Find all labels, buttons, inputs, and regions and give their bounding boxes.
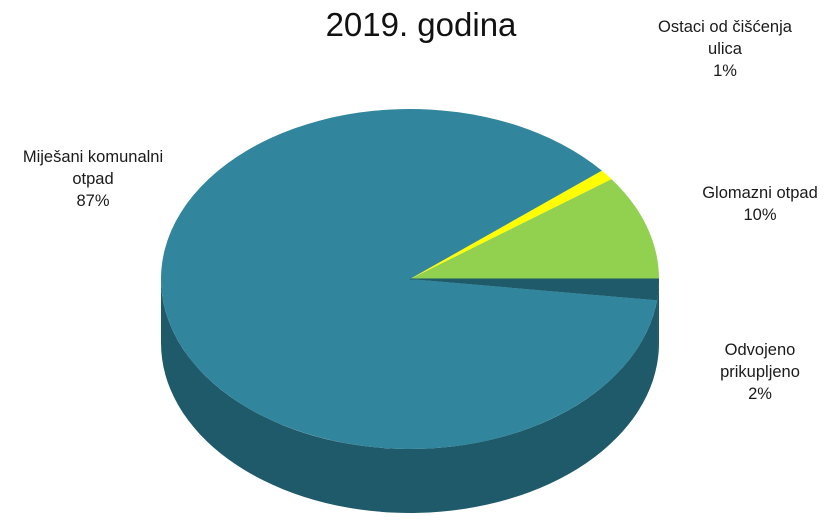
chart-title: 2019. godina — [326, 6, 517, 43]
pie-slice-3-shade — [410, 279, 659, 301]
pie-side — [160, 279, 659, 514]
slice-label-line: Glomazni otpad — [702, 184, 818, 202]
slice-label-3: Odvojeno prikupljeno 2% — [720, 341, 800, 403]
slice-label-line: Miješani komunalni — [23, 148, 163, 166]
slice-percent: 2% — [748, 385, 772, 403]
pie-labels: Miješani komunalni otpad 87% Ostaci od čišć… — [23, 18, 818, 403]
slice-label-1: Ostaci od čišćenja ulica 1% — [658, 18, 793, 80]
slice-label-0: Miješani komunalni otpad 87% — [23, 148, 163, 210]
pie-slice-1 — [410, 170, 612, 279]
slice-label-2: Glomazni otpad 10% — [702, 184, 818, 224]
pie-side-0 — [160, 279, 658, 514]
pie-top — [160, 109, 659, 450]
slice-percent: 10% — [743, 206, 776, 224]
pie-slice-2 — [410, 179, 659, 279]
slice-label-line: Ostaci od čišćenja — [658, 18, 793, 36]
slice-percent: 87% — [76, 192, 109, 210]
pie-side-3 — [657, 279, 659, 365]
slice-label-line: prikupljeno — [720, 363, 800, 381]
slice-label-line: otpad — [72, 170, 113, 188]
slice-label-line: Odvojeno — [725, 341, 796, 359]
slice-percent: 1% — [713, 62, 737, 80]
pie-slice-0 — [160, 109, 658, 450]
slice-label-line: ulica — [708, 40, 743, 58]
